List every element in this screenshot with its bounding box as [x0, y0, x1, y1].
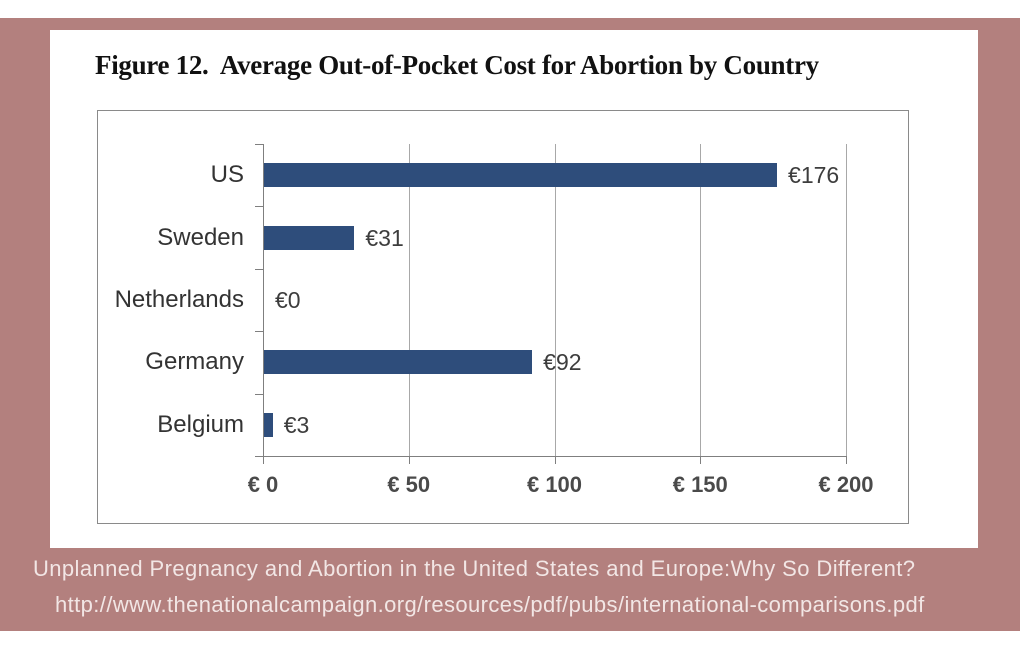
- bar-us: [264, 163, 778, 188]
- value-label-us: €176: [788, 162, 840, 189]
- x-axis-label-150: € 150: [672, 472, 728, 497]
- y-axis-tick-2: [255, 268, 263, 270]
- gridline-200: [846, 144, 847, 456]
- y-axis-tick-0: [255, 144, 263, 145]
- x-axis-tick-0: [263, 456, 264, 464]
- x-axis-tick-100: [554, 456, 556, 464]
- gridline-150: [700, 144, 702, 456]
- x-axis-tick-200: [846, 456, 847, 464]
- figure-title: Figure 12. Average Out-of-Pocket Cost fo…: [95, 50, 819, 80]
- category-label-germany: Germany: [145, 348, 244, 376]
- bar-germany: [264, 350, 533, 375]
- bar-sweden: [264, 225, 355, 250]
- x-axis-label-200: € 200: [818, 472, 874, 497]
- category-label-us: US: [210, 161, 244, 189]
- source-url-text: http://www.thenationalcampaign.org/resou…: [55, 592, 925, 617]
- x-axis-tick-150: [700, 456, 702, 464]
- y-axis-line: [263, 144, 264, 456]
- y-axis-tick-4: [255, 393, 263, 395]
- value-label-sweden: €31: [365, 224, 404, 251]
- gridline-100: [554, 144, 556, 456]
- x-axis-label-0: € 0: [247, 472, 279, 497]
- y-axis-tick-1: [255, 206, 263, 208]
- x-axis-label-50: € 50: [387, 472, 431, 497]
- category-label-sweden: Sweden: [157, 223, 244, 251]
- value-label-belgium: €3: [283, 411, 310, 438]
- category-label-netherlands: Netherlands: [114, 286, 244, 313]
- source-title-text: Unplanned Pregnancy and Abortion in the …: [33, 556, 916, 581]
- value-label-netherlands: €0: [275, 287, 301, 313]
- x-axis-tick-50: [408, 456, 410, 464]
- chart-area: € 0 € 50 € 100 € 150 € 200 US €176 Sweden €31 Net…: [97, 110, 909, 524]
- gridline-50: [408, 144, 410, 456]
- figure-panel: Figure 12. Average Out-of-Pocket Cost fo…: [50, 30, 978, 548]
- bar-belgium: [264, 412, 273, 437]
- y-axis-tick-3: [255, 331, 263, 333]
- category-label-belgium: Belgium: [157, 410, 244, 438]
- x-axis-label-100: € 100: [526, 472, 583, 497]
- y-axis-tick-5: [255, 456, 263, 457]
- x-axis-line: [255, 456, 847, 457]
- value-label-germany: €92: [543, 349, 582, 376]
